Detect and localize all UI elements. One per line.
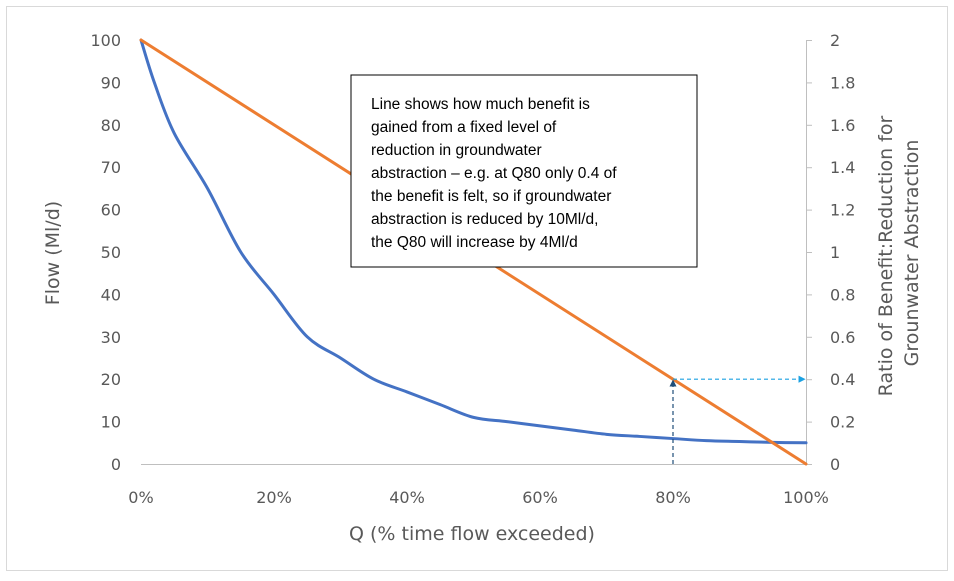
annotation-line-6: abstraction is reduced by 10Ml/d, [371,211,598,228]
x-axis-title: Q (% time flow exceeded) [349,523,595,545]
annotation-line-4: abstraction – e.g. at Q80 only 0.4 of [371,165,617,182]
y2-tick-label: 0.6 [830,328,855,347]
y-tick-label: 90 [101,73,121,92]
y2-tick-label: 1.6 [830,116,855,135]
y-tick-label: 60 [101,201,121,220]
y2-axis-title-line-2: Grounwater Abstraction [901,140,923,367]
x-tick-label: 0% [128,488,153,507]
y-tick-label: 30 [101,328,121,347]
annotation-line-2: gained from a fixed level of [371,119,557,136]
y-tick-label: 70 [101,158,121,177]
y-tick-label: 40 [101,285,121,304]
annotation-line-3: reduction in groundwater [371,142,542,159]
axes-layer [141,40,812,465]
x-tick-label: 40% [389,488,425,507]
y2-axis-title-line-1: Ratio of Benefit:Reduction for [875,116,897,397]
y2-tick-label: 0.4 [830,370,855,389]
ticks-layer: 0 10 20 30 40 50 60 70 80 90 100 0 0.2 0.4 0.6 0.8 1 1.2 1… [90,31,855,507]
x-tick-label: 100% [783,488,829,507]
y2-tick-label: 0 [830,455,840,474]
y2-tick-label: 1.8 [830,73,855,92]
annotation-line-1: Line shows how much benefit is [371,96,590,113]
y-tick-label: 80 [101,116,121,135]
y2-tick-label: 1 [830,243,840,262]
y2-tick-label: 2 [830,31,840,50]
y-tick-label: 100 [90,31,121,50]
annotation-text: Line shows how much benefit is gained fr… [371,96,621,251]
y2-tick-label: 0.8 [830,285,855,304]
y-axis-title: Flow (Ml/d) [42,201,64,305]
x-tick-label: 80% [655,488,691,507]
annotation-box: Line shows how much benefit is gained fr… [350,74,698,268]
y-tick-label: 10 [101,413,121,432]
y-tick-label: 0 [111,455,121,474]
y2-tick-label: 0.2 [830,413,855,432]
x-tick-label: 60% [522,488,558,507]
y2-tick-label: 1.2 [830,201,855,220]
flow-line [139,38,808,445]
annotation-box-frame [350,74,698,268]
y-tick-label: 50 [101,243,121,262]
y-tick-label: 20 [101,370,121,389]
annotation-line-7: the Q80 will increase by 4Ml/d [371,234,578,251]
annotation-line-5: the benefit is felt, so if groundwater [371,188,611,205]
annotation-arrows [669,375,806,464]
x-tick-label: 20% [256,488,292,507]
y2-axis-title: Ratio of Benefit:Reduction for Grounwate… [875,110,923,397]
y2-tick-label: 1.4 [830,158,855,177]
